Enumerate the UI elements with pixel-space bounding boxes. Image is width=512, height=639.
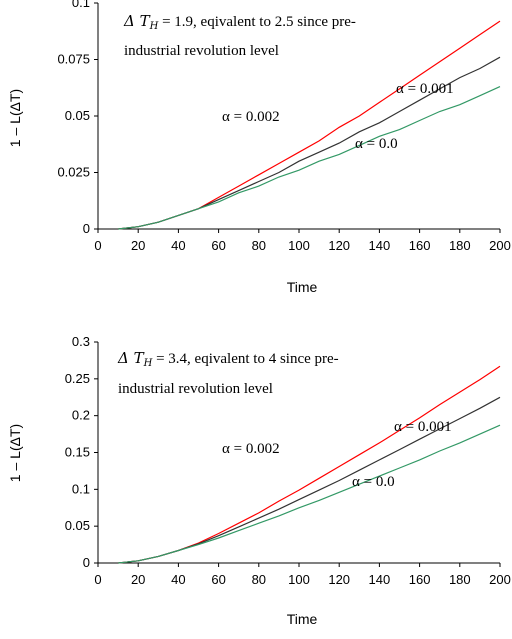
series-line-2 <box>118 424 501 564</box>
delta-t-symbol: Δ T <box>123 12 151 30</box>
annotation-text: = 1.9, eqivalent to 2.5 since pre- <box>158 14 356 30</box>
chart-top: 1 – L(ΔT) Time 0 0.025 0.05 0.075 0.1 0 20 40 6… <box>7 0 511 295</box>
y-tick-label: 0.2 <box>72 408 90 423</box>
x-tick-label: 20 <box>131 572 145 587</box>
x-tick-label: 80 <box>252 238 266 253</box>
x-axis-title-top: Time <box>287 279 318 295</box>
x-tick-label: 120 <box>328 238 350 253</box>
x-tick-label: 0 <box>94 238 101 253</box>
y-tick-label: 0.05 <box>65 108 90 123</box>
x-tick-label: 40 <box>171 238 185 253</box>
y-axis-title-bottom: 1 – L(ΔT) <box>7 424 23 482</box>
annotation-text: = 3.4, eqivalent to 4 since pre- <box>152 351 338 367</box>
series-label-alpha-001-bottom: α = 0.001 <box>394 419 452 435</box>
x-tick-label: 20 <box>131 238 145 253</box>
x-tick-label: 180 <box>449 572 471 587</box>
series-label-alpha-001-top: α = 0.001 <box>396 81 454 97</box>
y-ticks-top: 0 0.025 0.05 0.075 0.1 <box>57 0 98 236</box>
x-tick-label: 200 <box>489 238 511 253</box>
y-tick-label: 0 <box>83 555 90 570</box>
series-group-bottom <box>118 365 501 564</box>
x-tick-label: 60 <box>211 238 225 253</box>
series-label-alpha-002-top: α = 0.002 <box>222 109 280 125</box>
chart-bottom: 1 – L(ΔT) Time 0 0.05 0.1 0.15 0.2 0.25 0.3 0 2… <box>7 334 511 627</box>
x-tick-label: 180 <box>449 238 471 253</box>
x-tick-label: 160 <box>409 572 431 587</box>
series-line-2 <box>118 86 501 230</box>
x-tick-label: 120 <box>328 572 350 587</box>
y-tick-label: 0.1 <box>72 481 90 496</box>
delta-t-subscript: H <box>143 358 153 369</box>
y-tick-label: 0.025 <box>57 165 90 180</box>
x-tick-label: 200 <box>489 572 511 587</box>
delta-t-symbol: Δ T <box>117 349 145 367</box>
y-tick-label: 0.25 <box>65 371 90 386</box>
y-tick-label: 0.3 <box>72 334 90 349</box>
series-label-alpha-002-bottom: α = 0.002 <box>222 441 280 457</box>
annotation-line1-top: Δ TH = 1.9, eqivalent to 2.5 since pre- <box>123 12 356 32</box>
annotation-line2-bottom: industrial revolution level <box>118 381 273 397</box>
annotation-line2-top: industrial revolution level <box>124 43 279 59</box>
y-tick-label: 0.15 <box>65 445 90 460</box>
x-tick-label: 140 <box>369 238 391 253</box>
x-axis-title-bottom: Time <box>287 611 318 627</box>
x-ticks-bottom: 0 20 40 60 80 100 120 140 160 180 200 <box>94 563 511 587</box>
x-tick-label: 60 <box>211 572 225 587</box>
x-tick-label: 100 <box>288 572 310 587</box>
y-axis-title-top: 1 – L(ΔT) <box>7 89 23 147</box>
x-tick-label: 140 <box>369 572 391 587</box>
x-ticks-top: 0 20 40 60 80 100 120 140 160 180 200 <box>94 229 511 253</box>
annotation-line1-bottom: Δ TH = 3.4, eqivalent to 4 since pre- <box>117 349 339 369</box>
x-tick-label: 100 <box>288 238 310 253</box>
y-tick-label: 0.1 <box>72 0 90 10</box>
x-tick-label: 40 <box>171 572 185 587</box>
x-tick-label: 160 <box>409 238 431 253</box>
series-label-alpha-0-bottom: α = 0.0 <box>352 474 395 490</box>
y-tick-label: 0.075 <box>57 52 90 67</box>
y-ticks-bottom: 0 0.05 0.1 0.15 0.2 0.25 0.3 <box>65 334 98 570</box>
series-group-top <box>118 20 501 230</box>
series-label-alpha-0-top: α = 0.0 <box>355 136 398 152</box>
y-tick-label: 0 <box>83 221 90 236</box>
x-tick-label: 0 <box>94 572 101 587</box>
delta-t-subscript: H <box>149 21 159 32</box>
y-tick-label: 0.05 <box>65 518 90 533</box>
x-tick-label: 80 <box>252 572 266 587</box>
